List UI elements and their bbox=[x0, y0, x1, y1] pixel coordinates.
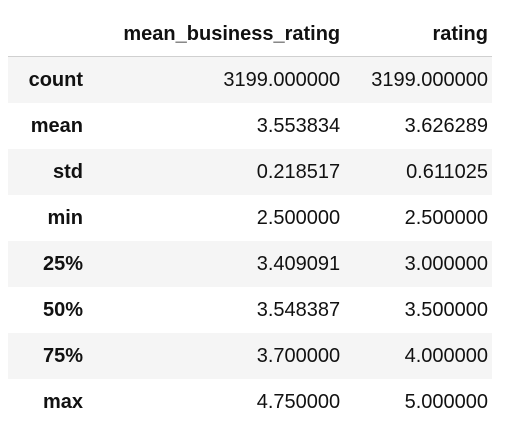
table-row: count 3199.000000 3199.000000 bbox=[8, 56, 492, 103]
describe-dataframe-table: mean_business_rating rating count 3199.0… bbox=[8, 12, 492, 425]
column-header-rating: rating bbox=[344, 12, 492, 57]
cell-rating: 2.500000 bbox=[404, 206, 488, 229]
cell-mean-business-rating: 3.548387 bbox=[256, 298, 341, 321]
cell-rating: 3199.000000 bbox=[371, 68, 488, 91]
table-row: max 4.750000 5.000000 bbox=[8, 379, 492, 425]
table-header-row: mean_business_rating rating bbox=[8, 12, 492, 57]
cell-rating: 3.500000 bbox=[404, 298, 488, 321]
table-row: 50% 3.548387 3.500000 bbox=[8, 287, 492, 333]
cell-rating: 3.000000 bbox=[404, 252, 488, 275]
row-label: 25% bbox=[42, 252, 84, 275]
cell-mean-business-rating: 3.409091 bbox=[256, 252, 341, 275]
index-column-header bbox=[8, 12, 92, 57]
cell-rating: 4.000000 bbox=[404, 344, 488, 367]
row-label: min bbox=[47, 206, 84, 229]
row-label: count bbox=[28, 68, 84, 91]
cell-mean-business-rating: 3199.000000 bbox=[223, 68, 341, 91]
row-label: std bbox=[53, 160, 84, 183]
table-row: std 0.218517 0.611025 bbox=[8, 149, 492, 195]
table-row: 75% 3.700000 4.000000 bbox=[8, 333, 492, 379]
cell-rating: 5.000000 bbox=[404, 390, 488, 413]
row-label: 75% bbox=[42, 344, 84, 367]
row-label: 50% bbox=[42, 298, 84, 321]
cell-mean-business-rating: 4.750000 bbox=[256, 390, 341, 413]
table-row: mean 3.553834 3.626289 bbox=[8, 103, 492, 149]
row-label: mean bbox=[30, 114, 84, 137]
table-row: 25% 3.409091 3.000000 bbox=[8, 241, 492, 287]
table-row: min 2.500000 2.500000 bbox=[8, 195, 492, 241]
cell-mean-business-rating: 3.700000 bbox=[256, 344, 341, 367]
cell-mean-business-rating: 2.500000 bbox=[256, 206, 341, 229]
cell-rating: 3.626289 bbox=[404, 114, 488, 137]
cell-mean-business-rating: 3.553834 bbox=[256, 114, 341, 137]
column-header-mean-business-rating: mean_business_rating bbox=[91, 12, 345, 57]
row-label: max bbox=[42, 390, 84, 413]
cell-mean-business-rating: 0.218517 bbox=[256, 160, 341, 183]
cell-rating: 0.611025 bbox=[406, 160, 488, 183]
